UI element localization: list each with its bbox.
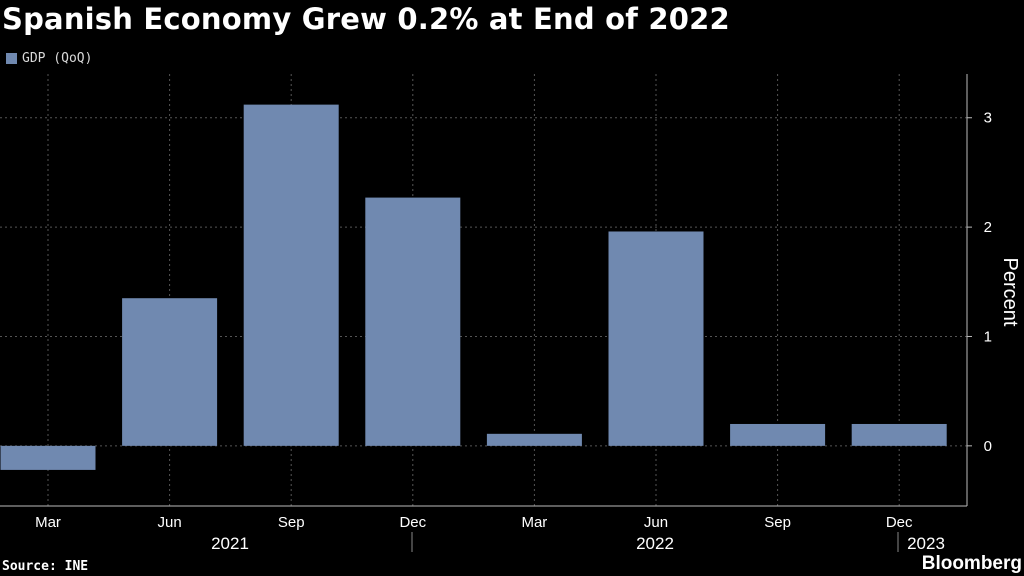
bar bbox=[486, 433, 582, 446]
y-tick-label: 0 bbox=[984, 438, 992, 455]
legend-swatch bbox=[6, 53, 17, 64]
axes bbox=[0, 74, 972, 552]
source-note: Source: INE bbox=[2, 559, 89, 574]
bar bbox=[0, 445, 96, 470]
y-axis-title: Percent bbox=[999, 258, 1021, 327]
x-year-label: 2022 bbox=[636, 534, 674, 553]
bloomberg-logo: Bloomberg bbox=[921, 553, 1022, 574]
bar bbox=[122, 298, 218, 446]
tick-labels: 0 1 2 3 Percent Mar Jun Sep Dec Mar Jun Sep Dec 2021 2… bbox=[35, 110, 1021, 553]
y-tick-label: 1 bbox=[984, 328, 992, 345]
x-tick-label: Sep bbox=[278, 514, 305, 531]
bar bbox=[365, 197, 461, 446]
chart-title: Spanish Economy Grew 0.2% at End of 2022 bbox=[2, 2, 730, 36]
bar bbox=[243, 104, 339, 446]
legend: GDP (QoQ) bbox=[6, 51, 92, 66]
y-tick-label: 2 bbox=[984, 219, 992, 236]
bar bbox=[730, 423, 826, 446]
x-tick-label: Dec bbox=[886, 514, 913, 531]
x-tick-label: Sep bbox=[764, 514, 791, 531]
legend-label: GDP (QoQ) bbox=[22, 51, 93, 66]
x-year-label: 2021 bbox=[211, 534, 249, 553]
bar bbox=[851, 423, 947, 446]
x-tick-label: Mar bbox=[35, 514, 61, 531]
bar bbox=[608, 231, 704, 446]
x-year-label: 2023 bbox=[907, 534, 945, 553]
bars bbox=[0, 104, 947, 470]
x-tick-label: Jun bbox=[644, 514, 668, 531]
y-tick-label: 3 bbox=[984, 110, 992, 127]
x-tick-label: Jun bbox=[158, 514, 182, 531]
x-tick-label: Mar bbox=[521, 514, 547, 531]
x-tick-label: Dec bbox=[399, 514, 426, 531]
